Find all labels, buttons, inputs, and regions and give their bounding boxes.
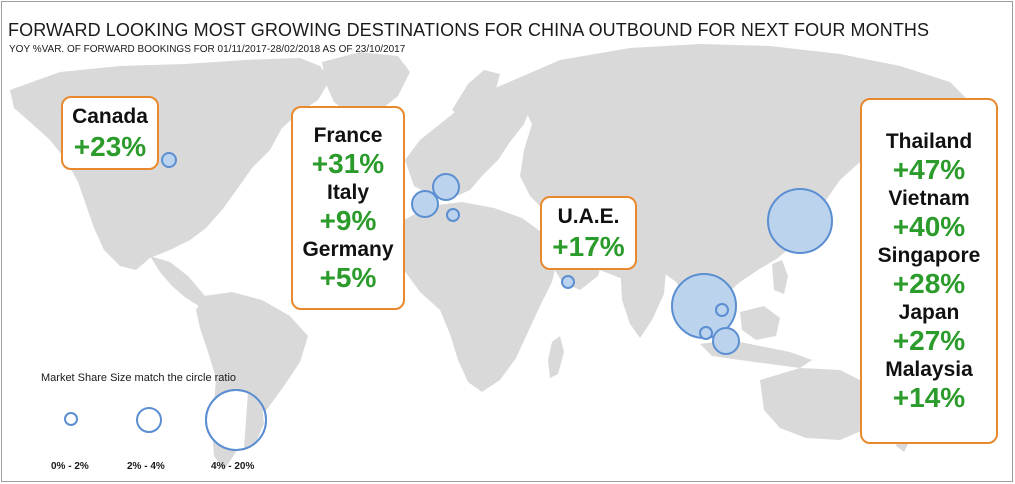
borneo-shape xyxy=(740,306,780,340)
callout-uae: U.A.E. +17% xyxy=(540,196,637,270)
bubble-canada xyxy=(161,152,177,168)
bubble-vietnam xyxy=(715,303,729,317)
country-name-france: France xyxy=(313,123,383,147)
legend-label-small: 0% - 2% xyxy=(51,461,89,472)
bubble-germany xyxy=(432,173,460,201)
callout-asia: Thailand +47% Vietnam +40% Singapore +28… xyxy=(860,98,998,444)
africa-shape xyxy=(396,202,558,392)
legend-circles xyxy=(64,389,267,451)
growth-value-malaysia: +14% xyxy=(892,381,966,413)
country-name-japan: Japan xyxy=(898,300,960,324)
growth-value-italy: +9% xyxy=(319,204,377,236)
country-name-italy: Italy xyxy=(326,180,370,204)
legend-circle-small xyxy=(64,412,78,426)
country-name-canada: Canada xyxy=(72,104,148,128)
country-name-vietnam: Vietnam xyxy=(888,186,970,210)
india-shape xyxy=(620,258,666,338)
growth-value-germany: +5% xyxy=(319,261,377,293)
bubble-singapore xyxy=(699,326,713,340)
philippines-shape xyxy=(772,260,788,294)
legend-label-medium: 2% - 4% xyxy=(127,461,165,472)
bubble-uae xyxy=(561,275,575,289)
chart-subtitle: YOY %VAR. OF FORWARD BOOKINGS FOR 01/11/… xyxy=(9,44,406,55)
callout-canada: Canada +23% xyxy=(61,96,159,170)
growth-value-france: +31% xyxy=(311,147,385,179)
country-name-malaysia: Malaysia xyxy=(885,357,973,381)
scandinavia-shape xyxy=(452,70,500,120)
europe-shape xyxy=(405,86,532,198)
legend-circle-medium xyxy=(136,407,162,433)
country-name-thailand: Thailand xyxy=(885,129,973,153)
country-name-singapore: Singapore xyxy=(877,243,981,267)
growth-value-vietnam: +40% xyxy=(892,210,966,242)
callout-europe: France +31% Italy +9% Germany +5% xyxy=(291,106,405,310)
bubble-italy xyxy=(446,208,460,222)
growth-value-singapore: +28% xyxy=(892,267,966,299)
legend-large-land xyxy=(244,392,264,448)
growth-value-uae: +17% xyxy=(552,230,625,262)
growth-value-thailand: +47% xyxy=(892,153,966,185)
chart-title: FORWARD LOOKING MOST GROWING DESTINATION… xyxy=(8,20,930,40)
central-america-shape xyxy=(150,256,210,308)
australia-shape xyxy=(760,368,880,440)
country-name-germany: Germany xyxy=(302,237,394,261)
greenland-shape xyxy=(322,52,410,116)
bubble-france xyxy=(411,190,439,218)
madagascar-shape xyxy=(548,336,564,378)
bubble-malaysia xyxy=(712,327,740,355)
bubble-japan xyxy=(767,188,833,254)
growth-value-canada: +23% xyxy=(73,130,147,162)
country-name-uae: U.A.E. xyxy=(557,204,620,228)
legend-title: Market Share Size match the circle ratio xyxy=(41,372,237,384)
growth-value-japan: +27% xyxy=(892,324,966,356)
uk-shape xyxy=(414,140,432,170)
legend-label-large: 4% - 20% xyxy=(211,461,255,472)
market-share-bubbles xyxy=(161,152,833,355)
